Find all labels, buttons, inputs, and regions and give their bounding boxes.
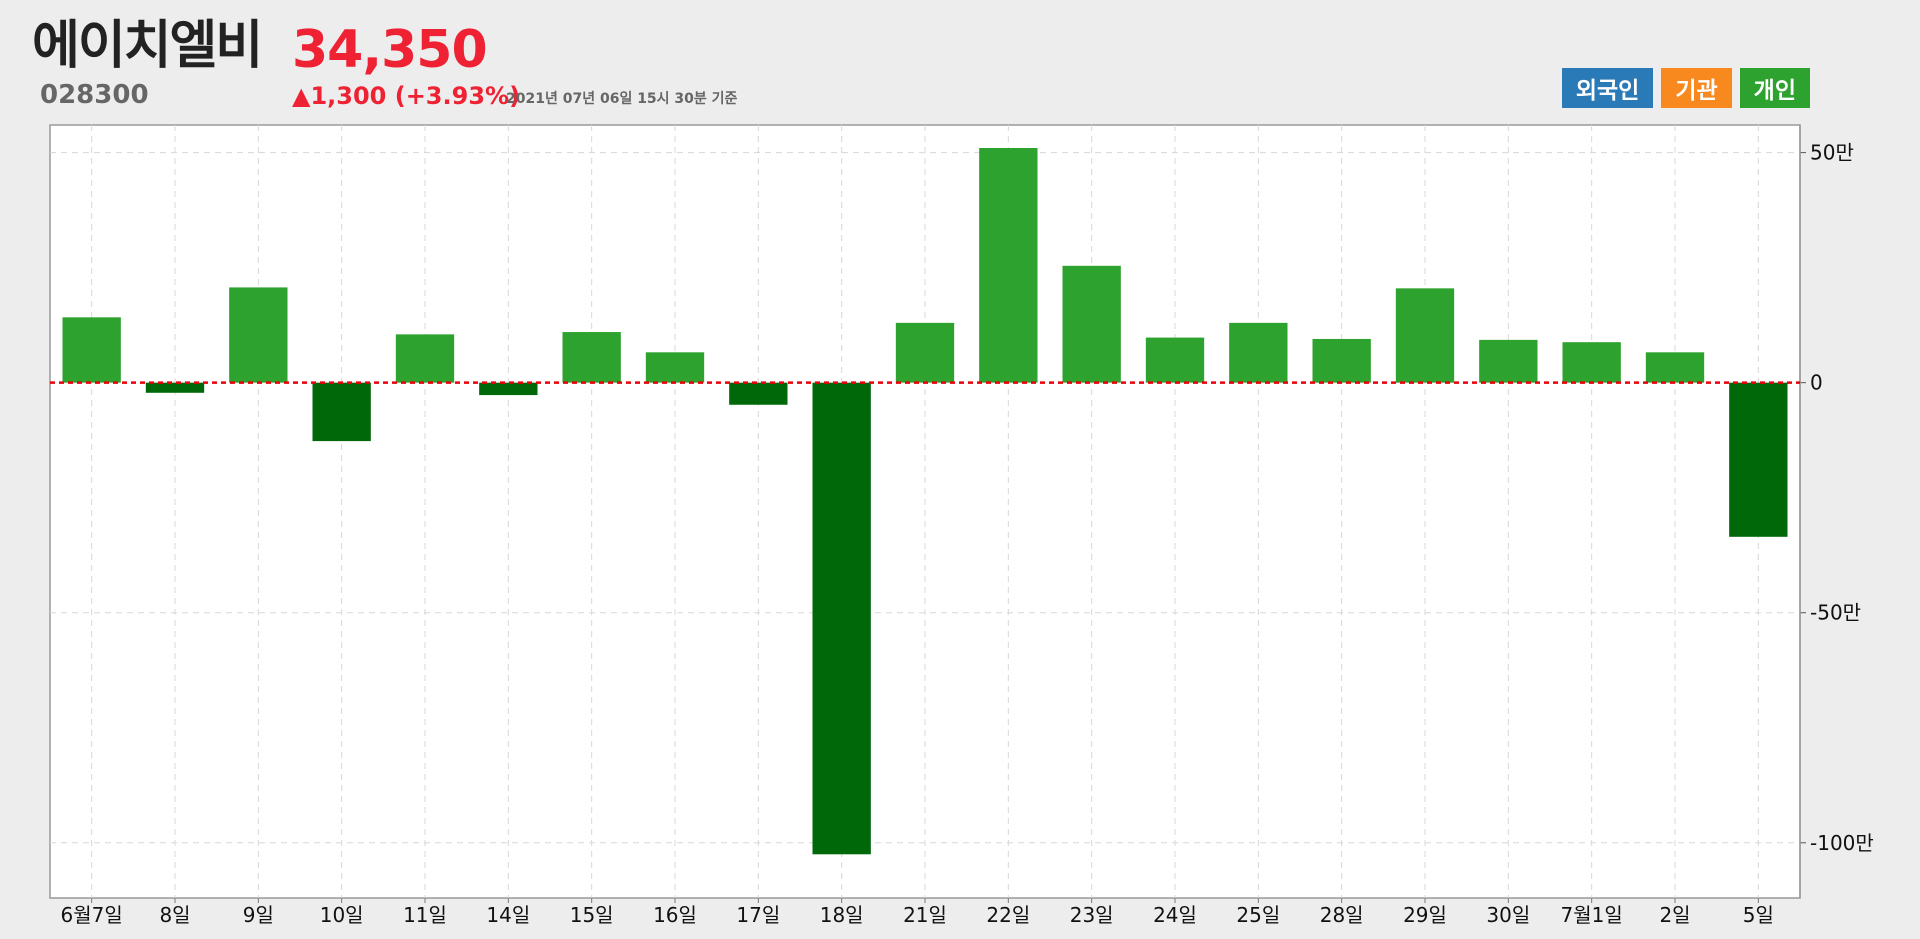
bar bbox=[645, 352, 705, 383]
bar bbox=[145, 382, 205, 393]
bar bbox=[895, 322, 955, 383]
price-change: ▲1,300 (+3.93%) bbox=[292, 82, 521, 110]
y-tick-label: 50만 bbox=[1810, 141, 1854, 165]
x-tick-label: 8일 bbox=[159, 903, 190, 927]
timestamp: 2021년 07년 06일 15시 30분 기준 bbox=[506, 91, 738, 107]
legend: 외국인 기관 개인 bbox=[1561, 68, 1810, 108]
x-tick-label: 5일 bbox=[1743, 903, 1774, 927]
x-tick-label: 28일 bbox=[1320, 903, 1364, 927]
x-tick-label: 7월1일 bbox=[1561, 903, 1623, 927]
y-tick-label: 0 bbox=[1810, 371, 1823, 395]
bar bbox=[1479, 339, 1538, 383]
bar bbox=[312, 382, 371, 442]
x-tick-label: 6월7일 bbox=[61, 903, 123, 927]
legend-institution-button[interactable]: 기관 bbox=[1661, 68, 1732, 108]
x-tick-label: 10일 bbox=[320, 903, 364, 927]
bar bbox=[395, 334, 455, 383]
x-tick-label: 24일 bbox=[1153, 903, 1197, 927]
x-tick-label: 15일 bbox=[570, 903, 614, 927]
x-tick-label: 14일 bbox=[486, 903, 530, 927]
bar bbox=[729, 382, 788, 405]
bar bbox=[1729, 382, 1788, 537]
x-tick-label: 23일 bbox=[1070, 903, 1114, 927]
bar bbox=[62, 317, 121, 383]
x-tick-label: 29일 bbox=[1403, 903, 1447, 927]
bar bbox=[1062, 265, 1121, 383]
y-tick-label: -50만 bbox=[1810, 601, 1861, 625]
bar bbox=[1145, 337, 1205, 383]
stock-code: 028300 bbox=[40, 80, 149, 110]
bar bbox=[1229, 322, 1288, 383]
x-tick-label: 25일 bbox=[1236, 903, 1280, 927]
legend-individual-button[interactable]: 개인 bbox=[1739, 68, 1810, 108]
bar bbox=[1312, 338, 1371, 383]
x-tick-label: 30일 bbox=[1486, 903, 1530, 927]
x-tick-label: 2일 bbox=[1659, 903, 1690, 927]
bar bbox=[1395, 288, 1455, 383]
bar bbox=[229, 287, 288, 383]
stock-name: 에이치엘비 bbox=[32, 16, 263, 76]
bar bbox=[562, 332, 621, 383]
bar bbox=[979, 148, 1038, 383]
x-tick-label: 18일 bbox=[820, 903, 864, 927]
current-price: 34,350 bbox=[292, 20, 488, 80]
x-tick-label: 11일 bbox=[403, 903, 447, 927]
x-tick-label: 17일 bbox=[736, 903, 780, 927]
legend-foreigner-button[interactable]: 외국인 bbox=[1561, 68, 1654, 108]
x-tick-label: 16일 bbox=[653, 903, 697, 927]
x-tick-label: 22일 bbox=[986, 903, 1030, 927]
y-tick-label: -100만 bbox=[1810, 831, 1874, 855]
bar bbox=[812, 382, 871, 855]
bar bbox=[1645, 352, 1705, 383]
x-tick-label: 21일 bbox=[903, 903, 947, 927]
x-tick-label: 9일 bbox=[243, 903, 274, 927]
bar bbox=[479, 382, 538, 396]
bar bbox=[1562, 342, 1621, 383]
